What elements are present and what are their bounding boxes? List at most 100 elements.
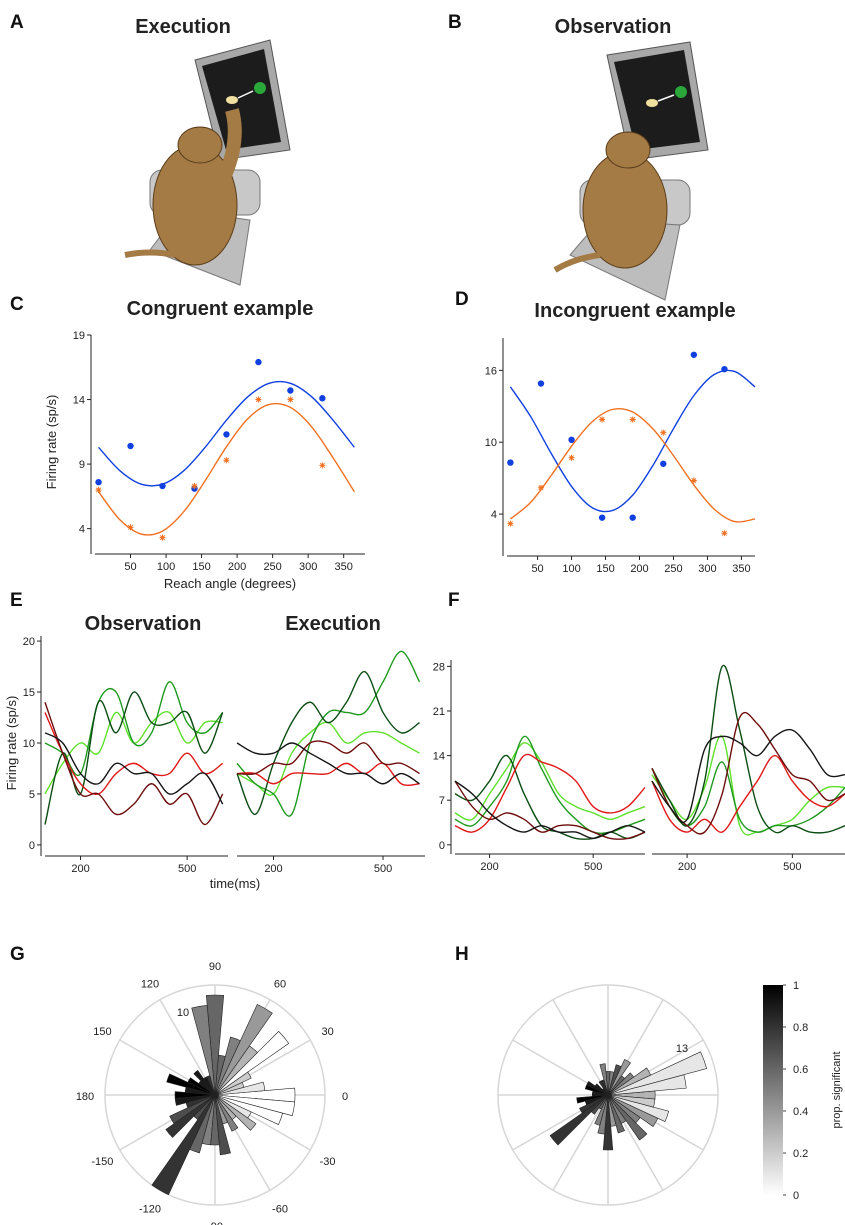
x-tick-label: 300 bbox=[698, 563, 716, 575]
y-tick-label: 7 bbox=[439, 795, 445, 807]
data-point bbox=[95, 478, 102, 486]
data-point bbox=[721, 530, 728, 537]
polar-bar bbox=[165, 1094, 216, 1138]
data-point bbox=[507, 459, 514, 466]
data-point bbox=[255, 358, 262, 366]
x-tick-label: 500 bbox=[178, 863, 196, 875]
angle-tick-label: 0 bbox=[342, 1091, 348, 1103]
series-line bbox=[44, 712, 224, 795]
series-line bbox=[236, 670, 420, 816]
colorbar-tick-label: 0.6 bbox=[793, 1064, 808, 1076]
angle-tick-label: 120 bbox=[141, 978, 159, 990]
chart-title: Observation bbox=[85, 613, 202, 635]
x-tick-label: 300 bbox=[299, 561, 317, 573]
x-tick-label: 200 bbox=[678, 861, 696, 873]
panel-title: Execution bbox=[135, 16, 231, 38]
polar-bar bbox=[607, 1064, 622, 1096]
polar-bar bbox=[214, 1003, 273, 1096]
series-line bbox=[454, 753, 646, 833]
x-tick-label: 150 bbox=[596, 563, 614, 575]
polar-bar bbox=[205, 994, 225, 1096]
data-point bbox=[319, 395, 326, 402]
y-tick-label: 10 bbox=[23, 738, 35, 750]
polar-bar bbox=[590, 1094, 609, 1115]
x-tick-label: 150 bbox=[192, 561, 210, 573]
colorbar-tick-label: 0.2 bbox=[793, 1148, 808, 1160]
polar-bar bbox=[607, 1067, 652, 1096]
chart-title: Execution bbox=[285, 613, 381, 635]
x-tick-label: 350 bbox=[732, 563, 750, 575]
polar-bar bbox=[607, 1072, 635, 1096]
y-tick-label: 0 bbox=[439, 840, 445, 852]
series-line bbox=[98, 380, 355, 487]
panel-label: F bbox=[448, 590, 460, 611]
y-tick-label: 4 bbox=[79, 524, 85, 536]
colorbar-label: prop. significant bbox=[831, 1051, 843, 1128]
data-point bbox=[537, 484, 544, 491]
angle-tick-label: 150 bbox=[93, 1026, 111, 1038]
polar-bar bbox=[607, 1059, 631, 1096]
panel-label: H bbox=[455, 944, 469, 965]
x-tick-label: 200 bbox=[264, 863, 282, 875]
polar-bar bbox=[607, 1094, 670, 1122]
y-tick-label: 4 bbox=[491, 509, 497, 521]
data-point bbox=[127, 524, 134, 531]
chart-title: Congruent example bbox=[127, 298, 314, 320]
angle-tick-label: 60 bbox=[274, 978, 286, 990]
y-tick-label: 28 bbox=[433, 661, 445, 673]
x-tick-label: 200 bbox=[480, 861, 498, 873]
angle-tick-label: 180 bbox=[76, 1091, 94, 1103]
colorbar bbox=[763, 985, 783, 1195]
y-tick-label: 9 bbox=[79, 459, 85, 471]
series-line bbox=[236, 762, 420, 786]
y-axis-label: Firing rate (sp/s) bbox=[4, 696, 19, 791]
angle-tick-label: 90 bbox=[209, 961, 221, 973]
y-tick-label: 16 bbox=[485, 365, 497, 377]
data-point bbox=[598, 514, 606, 521]
y-tick-label: 10 bbox=[485, 437, 497, 449]
data-point bbox=[95, 486, 102, 493]
panel-label: D bbox=[455, 289, 469, 310]
panel-label: B bbox=[448, 12, 462, 33]
polar-bar bbox=[214, 1094, 296, 1117]
series-line bbox=[509, 408, 756, 523]
angle-tick-label: 30 bbox=[321, 1026, 333, 1038]
series-line bbox=[454, 742, 646, 821]
series-line bbox=[44, 702, 224, 826]
series-line bbox=[44, 681, 224, 777]
series-line bbox=[44, 732, 224, 805]
illustration-observation bbox=[553, 41, 709, 301]
radial-tick-label: 13 bbox=[676, 1043, 688, 1055]
panel-label: C bbox=[10, 294, 24, 315]
data-point bbox=[127, 442, 134, 450]
series-line bbox=[454, 735, 646, 834]
radial-tick-label: 10 bbox=[177, 1007, 189, 1019]
y-tick-label: 20 bbox=[23, 636, 35, 648]
colorbar-tick-label: 0.4 bbox=[793, 1106, 808, 1118]
polar-bar bbox=[214, 1036, 241, 1096]
series-line bbox=[454, 780, 646, 840]
x-tick-label: 200 bbox=[630, 563, 648, 575]
angle-tick-label: -120 bbox=[139, 1204, 161, 1216]
data-point bbox=[223, 431, 230, 438]
series-line bbox=[651, 728, 845, 823]
polar-bar bbox=[549, 1094, 609, 1146]
polar-bar bbox=[191, 1005, 216, 1096]
polar-bar bbox=[193, 1070, 216, 1096]
data-point bbox=[690, 351, 698, 358]
polar-bar bbox=[602, 1094, 614, 1151]
x-tick-label: 350 bbox=[335, 561, 353, 573]
angle-grid-line bbox=[552, 999, 609, 1096]
y-tick-label: 5 bbox=[29, 789, 35, 801]
polar-bar bbox=[584, 1084, 609, 1096]
polar-bar bbox=[151, 1094, 216, 1196]
data-point bbox=[690, 477, 697, 484]
x-tick-label: 100 bbox=[157, 561, 175, 573]
polar-bar bbox=[214, 1030, 290, 1096]
y-tick-label: 0 bbox=[29, 840, 35, 852]
x-tick-label: 500 bbox=[374, 863, 392, 875]
polar-bar bbox=[214, 1094, 257, 1131]
y-tick-label: 14 bbox=[73, 395, 85, 407]
chart-title: Incongruent example bbox=[534, 300, 735, 322]
